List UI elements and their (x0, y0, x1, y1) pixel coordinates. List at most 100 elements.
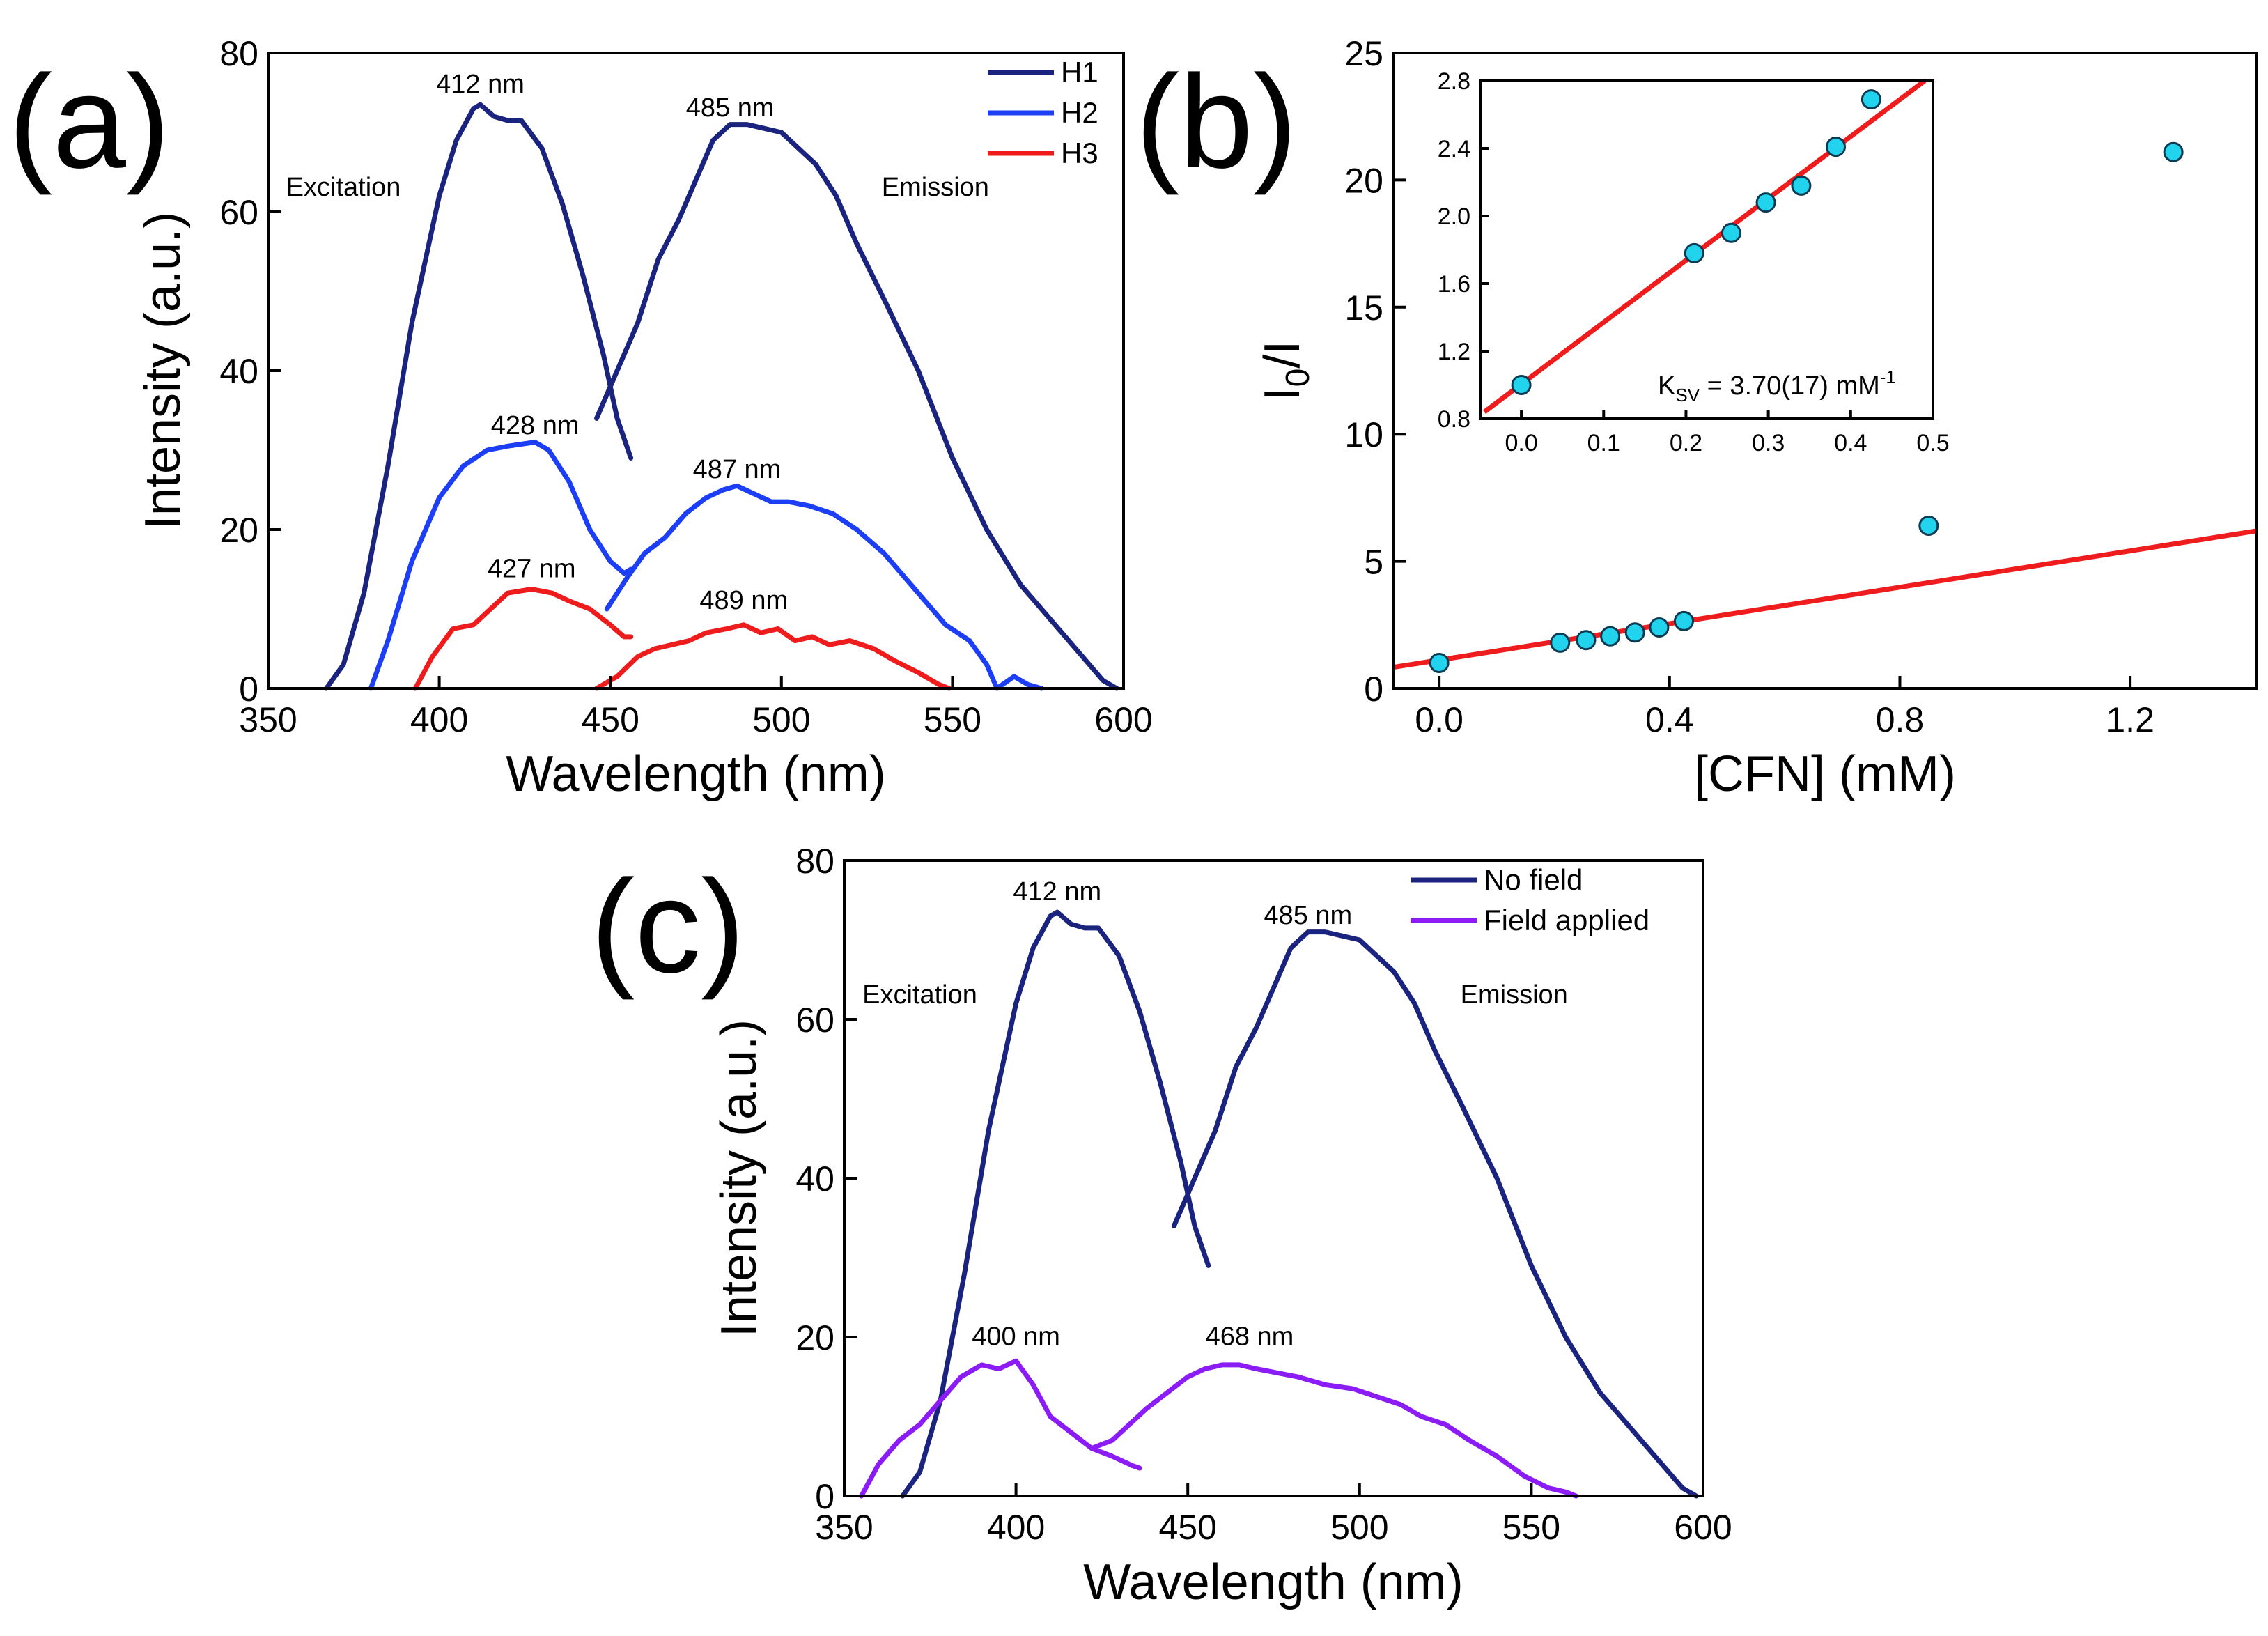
panel-c-x-axis-title: Wavelength (nm) (1083, 1554, 1463, 1610)
panel-b-inset-point (1684, 242, 1704, 263)
panel-c-x-tick-label: 350 (815, 1508, 873, 1547)
panel-b-y-tick-label: 5 (1364, 543, 1383, 582)
panel-a-y-axis-title: Intensity (a.u.) (135, 212, 191, 530)
panel-b-point (1576, 630, 1597, 651)
ksv-value: = 3.70(17) mM (1700, 371, 1880, 401)
panel-a-legend-label: H1 (1061, 56, 1098, 88)
panel-a-y-tick-label: 60 (219, 193, 258, 232)
panel-b-y-tick-label: 0 (1364, 670, 1383, 709)
panel-b-inset-x-tick-label: 0.5 (1916, 430, 1949, 456)
panel-b-inset-x-tick-label: 0.4 (1834, 430, 1867, 456)
panel-b-y-axis-title-sub: 0 (1280, 369, 1316, 387)
panel-b-inset-point (1861, 89, 1881, 110)
panel-b-inset-point (1755, 192, 1776, 213)
panel-c-series-no-field-excitation (900, 909, 1211, 1499)
panel-b-frame (1392, 52, 2258, 690)
panel-a-chart: 350 400 450 500 550 600 0 20 40 60 80 Wavelength (… (135, 34, 1153, 802)
panel-c-annotation: Emission (1461, 980, 1568, 1010)
panel-c-x-tick-label: 450 (1158, 1508, 1216, 1547)
panel-b-inset-y-tick-label: 2.0 (1438, 203, 1470, 230)
panel-a-y-tick-label: 80 (219, 34, 258, 73)
panel-a-annotation: 427 nm (488, 554, 576, 583)
panel-b-inset-y-tick-label: 0.8 (1438, 406, 1470, 433)
panel-b-y-axis-title-main: I (1255, 387, 1310, 401)
panel-a-x-tick-label: 400 (410, 700, 468, 739)
panel-b-point (1429, 653, 1450, 674)
panel-c-legend-label: Field applied (1484, 904, 1649, 936)
panel-b-inset-point (1791, 175, 1812, 196)
panel-b-y-tick-label: 10 (1344, 415, 1383, 454)
panel-b-point (1673, 610, 1694, 631)
panel-b-x-tick-label: 1.2 (2106, 700, 2154, 739)
panel-a-x-axis-title: Wavelength (nm) (506, 746, 886, 802)
panel-b-inset-x-tick-label: 0.2 (1670, 430, 1702, 456)
panel-b-y-axis-title-tail: /I (1255, 341, 1310, 369)
panel-c-chart: 350 400 450 500 550 600 0 20 40 60 80 Wavelength (… (711, 842, 1732, 1610)
panel-b-inset-point (1721, 222, 1741, 243)
panel-a-series-h1-emission (594, 122, 1119, 691)
panel-a-x-tick-label: 350 (239, 700, 297, 739)
panel-b-inset-ksv-label: KSV = 3.70(17) mM-1 (1658, 366, 1896, 406)
panel-c-series-field-applied-emission (1089, 1362, 1579, 1499)
panel-a-legend-label: H3 (1061, 137, 1098, 169)
panel-a-x-tick-label: 550 (924, 700, 981, 739)
panel-b-x-tick-label: 0.8 (1876, 700, 1925, 739)
panel-a-y-tick-label: 0 (239, 670, 258, 709)
panel-c-annotation: 412 nm (1013, 877, 1101, 906)
panel-b-letter: (b) (1135, 48, 1297, 196)
panel-b-x-axis-title: [CFN] (mM) (1694, 746, 1956, 802)
panel-c-y-tick-label: 20 (795, 1318, 834, 1357)
panel-b-inset-x-tick-label: 0.1 (1587, 430, 1620, 456)
panel-a-x-tick-label: 600 (1094, 700, 1152, 739)
panel-a-series-h1-excitation (324, 102, 634, 691)
panel-b-inset-point (1511, 375, 1532, 395)
panel-b-inset-y-tick-label: 1.6 (1438, 271, 1470, 298)
panel-c-x-tick-label: 550 (1502, 1508, 1560, 1547)
panel-a-series-h2-excitation (368, 440, 634, 691)
panel-c-x-tick-label: 600 (1674, 1508, 1732, 1547)
panel-c-legend-label: No field (1484, 863, 1583, 896)
panel-a-x-tick-label: 450 (581, 700, 639, 739)
panel-b-inset-y-tick-label: 1.2 (1438, 339, 1470, 365)
panel-a-y-tick-label: 40 (219, 352, 258, 391)
panel-a-x-tick-label: 500 (752, 700, 810, 739)
panel-c-legend: No field Field applied (1411, 863, 1649, 936)
ksv-sub: SV (1675, 385, 1700, 406)
panel-b-y-axis-title: I0/I (1255, 341, 1316, 401)
panel-b-x-tick-label: 0.0 (1415, 700, 1463, 739)
panel-a-y-tick-label: 20 (219, 511, 258, 550)
panel-c-x-tick-label: 500 (1330, 1508, 1388, 1547)
panel-b-point (1600, 626, 1621, 647)
panel-c-series-no-field-emission (1171, 929, 1699, 1499)
panel-a-annotation: Excitation (286, 173, 401, 202)
panel-a-frame (267, 52, 1125, 690)
panel-c-series-field-applied-excitation (859, 1358, 1142, 1499)
panel-a-annotation: 412 nm (436, 70, 525, 99)
panel-c-y-tick-label: 80 (795, 842, 834, 881)
panel-a-legend: H1 H2 H3 (988, 56, 1098, 169)
panel-a-annotation: 428 nm (491, 411, 580, 440)
panel-b-point (1624, 622, 1645, 643)
panel-c-frame (843, 859, 1704, 1497)
panel-b-point (1918, 516, 1939, 537)
panel-b-inset: 0.0 0.1 0.2 0.3 0.4 0.5 0.8 1.2 1.6 2.0 2.4 2.8 KSV… (1438, 68, 1950, 456)
ksv-sup: -1 (1880, 366, 1896, 387)
panel-b-inset-x-tick-label: 0.0 (1505, 430, 1537, 456)
panel-c-x-tick-label: 400 (987, 1508, 1045, 1547)
panel-c-letter: (c) (591, 853, 745, 1001)
panel-a-legend-label: H2 (1061, 96, 1098, 129)
panel-b-point (1550, 632, 1571, 653)
panel-c-y-axis-title: Intensity (a.u.) (711, 1019, 767, 1337)
panel-c-annotation: 400 nm (972, 1322, 1060, 1351)
panel-c-y-tick-label: 0 (815, 1477, 834, 1516)
panel-b-x-tick-label: 0.4 (1645, 700, 1694, 739)
panel-b-inset-fit-line (1482, 79, 1927, 415)
panel-b-y-tick-label: 15 (1344, 288, 1383, 327)
panel-b-point (2163, 141, 2184, 162)
panel-b-fit-line (1392, 528, 2258, 670)
panel-a-annotation: Emission (882, 173, 989, 202)
panel-a-series-h2-emission (604, 483, 1044, 691)
panel-b-y-tick-label: 25 (1344, 34, 1383, 73)
